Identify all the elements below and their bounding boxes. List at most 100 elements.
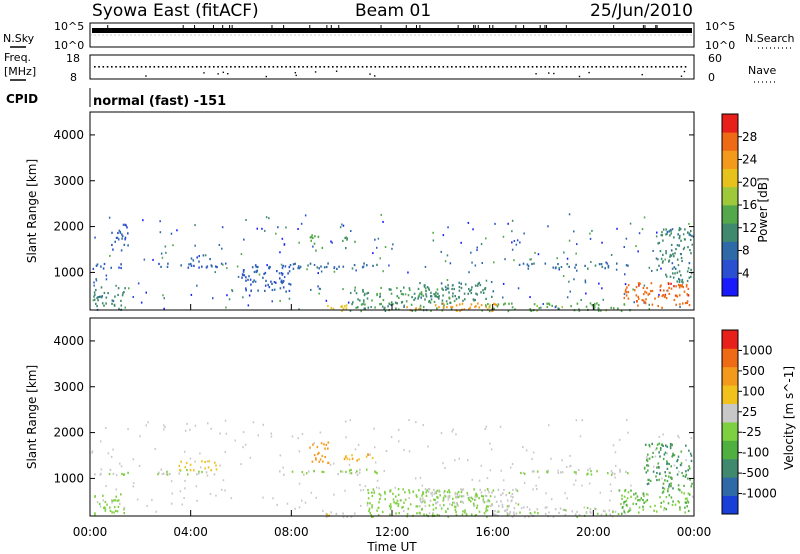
data-cell xyxy=(442,496,445,499)
data-cell xyxy=(646,459,649,463)
data-cell xyxy=(399,499,402,502)
data-cell xyxy=(370,513,372,517)
scatter-cell xyxy=(333,270,336,273)
data-cell xyxy=(660,234,663,237)
scatter-cell xyxy=(512,488,514,491)
data-cell xyxy=(455,496,458,499)
scatter-cell xyxy=(143,258,146,261)
data-cell xyxy=(462,299,464,302)
data-cell xyxy=(404,491,406,494)
scatter-cell xyxy=(184,429,187,432)
data-cell xyxy=(660,284,662,287)
freq-dot xyxy=(621,66,623,68)
data-cell xyxy=(453,299,456,303)
data-cell xyxy=(204,460,206,464)
data-cell xyxy=(423,285,426,288)
data-cell xyxy=(405,300,408,303)
data-cell xyxy=(267,283,269,286)
scatter-cell xyxy=(573,278,575,281)
freq-label-2: [MHz] xyxy=(4,65,36,78)
data-cell xyxy=(660,501,663,504)
data-cell xyxy=(448,491,451,494)
data-cell xyxy=(687,246,689,249)
data-cell xyxy=(446,491,449,494)
data-cell xyxy=(342,512,344,515)
scatter-cell xyxy=(614,476,616,479)
scatter-cell xyxy=(651,269,653,272)
data-cell xyxy=(589,510,592,513)
data-cell xyxy=(360,303,363,306)
data-cell xyxy=(397,493,400,496)
data-cell xyxy=(313,242,316,245)
nave-dot xyxy=(145,75,147,77)
data-cell xyxy=(642,505,644,508)
data-cell xyxy=(439,494,441,497)
colorbar-tick-label: 28 xyxy=(742,130,757,144)
scatter-cell xyxy=(310,491,313,494)
data-cell xyxy=(454,508,457,512)
data-cell xyxy=(402,505,404,509)
data-cell xyxy=(316,445,319,449)
data-cell xyxy=(351,303,353,306)
data-cell xyxy=(482,498,485,501)
data-cell xyxy=(589,508,592,511)
freq-dot xyxy=(238,66,241,68)
data-cell xyxy=(627,510,629,514)
data-cell xyxy=(241,273,244,276)
data-cell xyxy=(678,227,681,230)
scatter-cell xyxy=(125,224,127,227)
colorbar-tick-label: 12 xyxy=(742,221,757,235)
data-cell xyxy=(114,240,116,243)
data-cell xyxy=(113,303,116,306)
data-cell xyxy=(157,473,159,476)
data-cell xyxy=(578,514,581,517)
data-cell xyxy=(116,499,119,502)
data-cell xyxy=(417,297,419,300)
data-cell xyxy=(305,472,308,475)
data-cell xyxy=(124,236,127,239)
data-cell xyxy=(288,266,291,269)
data-cell xyxy=(406,306,408,309)
colorbar-tick-label: -500 xyxy=(742,466,769,480)
freq-dot xyxy=(98,66,100,68)
data-cell xyxy=(330,511,332,514)
data-cell xyxy=(511,515,514,518)
data-cell xyxy=(458,296,460,299)
data-cell xyxy=(625,470,627,473)
scatter-cell xyxy=(615,268,618,271)
scatter-cell xyxy=(688,233,690,236)
data-cell xyxy=(669,254,672,257)
data-cell xyxy=(279,277,281,280)
scatter-cell xyxy=(422,424,424,427)
scatter-cell xyxy=(678,470,680,473)
data-cell xyxy=(644,443,647,446)
scatter-cell xyxy=(624,273,626,276)
data-cell xyxy=(617,307,619,310)
data-cell xyxy=(688,449,690,452)
scatter-cell xyxy=(656,231,658,234)
data-cell xyxy=(590,470,592,473)
data-cell xyxy=(665,474,667,477)
data-cell xyxy=(676,460,678,463)
data-cell xyxy=(651,442,653,445)
scatter-cell xyxy=(350,230,352,232)
scatter-cell xyxy=(575,479,577,482)
y-tick-label: 2000 xyxy=(53,426,84,440)
data-cell xyxy=(416,495,418,498)
data-cell xyxy=(250,289,252,293)
data-cell xyxy=(447,498,450,501)
data-cell xyxy=(564,513,567,517)
scatter-cell xyxy=(588,482,591,485)
scatter-cell xyxy=(266,264,268,267)
scatter-cell xyxy=(652,249,654,252)
colorbar-segment xyxy=(722,168,738,188)
data-cell xyxy=(428,288,430,291)
scatter-cell xyxy=(610,490,612,492)
data-cell xyxy=(562,508,565,511)
data-cell xyxy=(687,501,690,504)
scatter-cell xyxy=(394,486,396,489)
scatter-cell xyxy=(525,449,528,452)
freq-dot xyxy=(442,66,445,68)
data-cell xyxy=(625,499,628,502)
data-cell xyxy=(432,508,435,511)
